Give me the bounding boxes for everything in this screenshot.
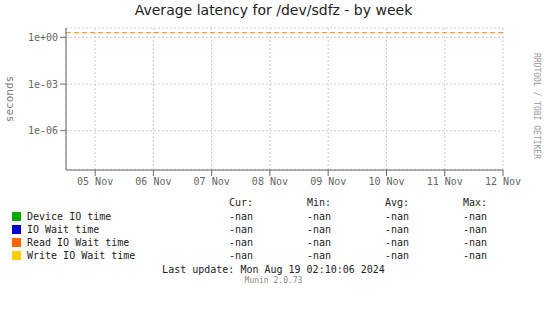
svg-text:11 Nov: 11 Nov (427, 176, 463, 187)
html-text:-nan: -nan (385, 211, 409, 222)
html-text:Min:: Min: (307, 197, 331, 208)
svg-text:12 Nov: 12 Nov (485, 176, 521, 187)
svg-text:seconds: seconds (8, 76, 16, 122)
svg-text:05 Nov: 05 Nov (77, 176, 113, 187)
html-text:-nan: -nan (307, 237, 331, 248)
html-text:-nan: -nan (463, 250, 487, 261)
svg-text:1e+00: 1e+00 (28, 32, 58, 43)
html-text:Device IO time: Device IO time (27, 211, 112, 222)
svg-text:1e-06: 1e-06 (28, 125, 58, 136)
html-text:Munin 2.0.73: Munin 2.0.73 (244, 276, 303, 285)
html-text:-nan: -nan (307, 250, 331, 261)
html-text:-nan: -nan (229, 250, 253, 261)
svg-text:06 Nov: 06 Nov (135, 176, 171, 187)
html-text:-nan: -nan (307, 211, 331, 222)
svg-text:10 Nov: 10 Nov (368, 176, 404, 187)
html-text:Write IO Wait time: Write IO Wait time (27, 250, 136, 261)
svg-text:08 Nov: 08 Nov (252, 176, 288, 187)
html-text:Average latency for /dev/sdfz: Average latency for /dev/sdfz - by week (134, 2, 413, 18)
html-text:-nan: -nan (229, 211, 253, 222)
html-text:Avg:: Avg: (385, 197, 409, 208)
html-text:-nan: -nan (463, 237, 487, 248)
html-text:-nan: -nan (229, 224, 253, 235)
html-text:Read IO Wait time: Read IO Wait time (27, 237, 130, 248)
html-text:-nan: -nan (229, 237, 253, 248)
html-text:-nan: -nan (385, 250, 409, 261)
html-text:-nan: -nan (385, 224, 409, 235)
svg-text:09 Nov: 09 Nov (310, 176, 346, 187)
svg-text:07 Nov: 07 Nov (194, 176, 230, 187)
html-text:-nan: -nan (307, 224, 331, 235)
html-text:-nan: -nan (463, 211, 487, 222)
html-text:Last update: Mon Aug 19 02:10:: Last update: Mon Aug 19 02:10:06 2024 (162, 264, 385, 275)
html-text:-nan: -nan (385, 237, 409, 248)
html-text:-nan: -nan (463, 224, 487, 235)
svg-text:1e-03: 1e-03 (28, 79, 58, 90)
html-text:IO Wait time: IO Wait time (27, 224, 100, 235)
html-text:Max:: Max: (463, 197, 487, 208)
html-text:Cur:: Cur: (229, 197, 253, 208)
html-text:RRDTOOL / TOBI OETIKER: RRDTOOL / TOBI OETIKER (532, 53, 541, 159)
